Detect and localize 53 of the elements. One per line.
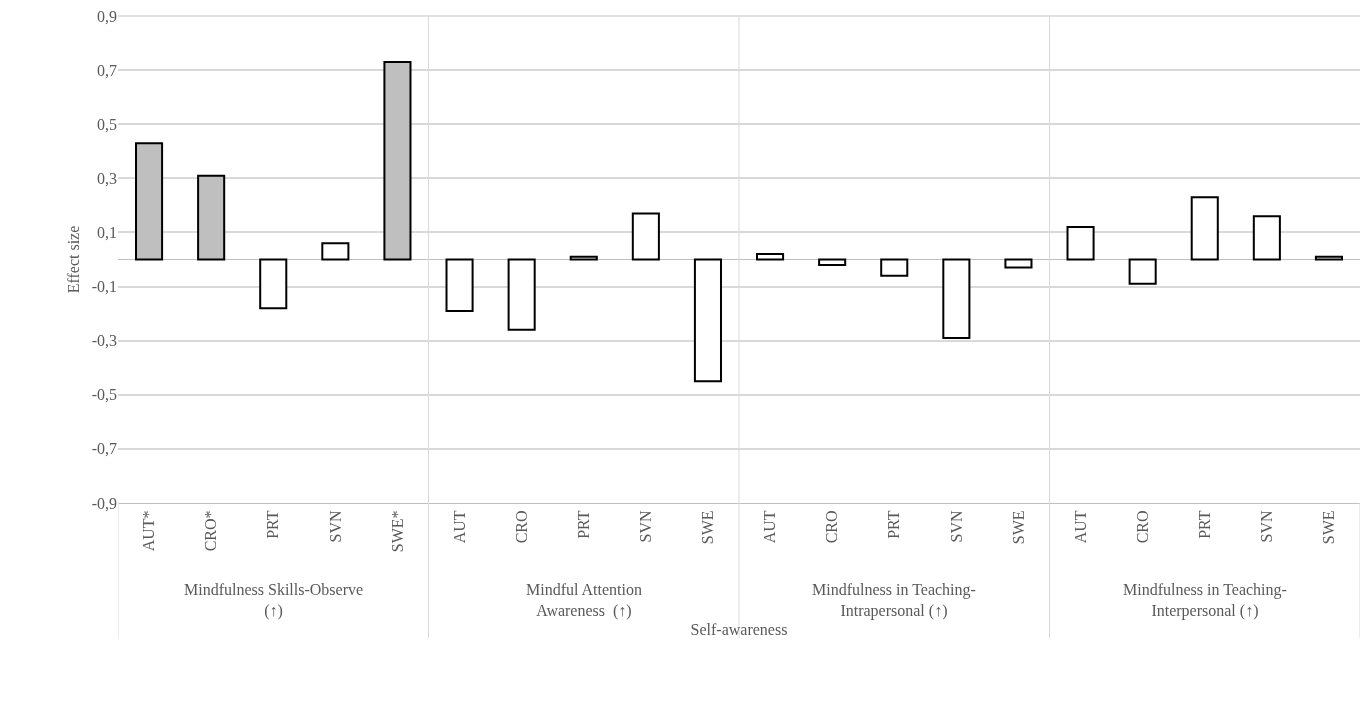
y-axis-title: Effect size bbox=[64, 225, 82, 294]
x-tick-label: SWE bbox=[1320, 510, 1338, 545]
bar bbox=[818, 258, 847, 266]
y-tick-label: -0,3 bbox=[91, 332, 117, 350]
x-tick-label: PRT bbox=[574, 510, 592, 539]
x-tick-label: PRT bbox=[1195, 510, 1213, 539]
y-tick-label: -0,5 bbox=[91, 386, 117, 404]
bar bbox=[880, 258, 909, 277]
bar bbox=[631, 212, 660, 261]
text: Mindful Attention Awareness (↑) bbox=[526, 581, 642, 620]
y-tick-label: -0,7 bbox=[91, 440, 117, 458]
x-tick-label: CRO* bbox=[202, 510, 220, 552]
x-tick-label: AUT bbox=[1071, 510, 1089, 544]
bar bbox=[507, 258, 536, 331]
bar bbox=[445, 258, 474, 312]
x-tick-label: SWE bbox=[699, 510, 717, 545]
bar bbox=[569, 255, 598, 261]
bar bbox=[1252, 215, 1281, 261]
x-tick-label: AUT bbox=[761, 510, 779, 544]
x-tick-label: AUT* bbox=[140, 510, 158, 552]
bar bbox=[1128, 258, 1157, 285]
y-tick-label: -0,1 bbox=[91, 278, 117, 296]
x-tick-label: CRO bbox=[1133, 510, 1151, 544]
text: Mindfulness Skills-Observe (↑) bbox=[184, 581, 364, 620]
x-axis-title: Self-awareness bbox=[690, 620, 788, 638]
text: Mindfulness in Teaching- Interpersonal (↑) bbox=[1123, 581, 1287, 620]
bar bbox=[1066, 226, 1095, 261]
x-tick-label: SVN bbox=[1258, 509, 1276, 543]
x-tick-label: SWE* bbox=[388, 510, 406, 553]
y-tick-label: 0,5 bbox=[97, 115, 117, 133]
x-tick-label: PRT bbox=[264, 510, 282, 539]
x-tick-label: SVN bbox=[947, 509, 965, 543]
x-tick-label: CRO bbox=[512, 510, 530, 544]
bar bbox=[942, 258, 971, 339]
bar bbox=[259, 258, 288, 310]
x-tick-label: AUT bbox=[450, 510, 468, 544]
x-tick-label: SVN bbox=[637, 509, 655, 543]
x-tick-label: SVN bbox=[326, 509, 344, 543]
x-tick-label: CRO bbox=[823, 510, 841, 544]
y-tick-label: -0,9 bbox=[91, 494, 117, 512]
bar bbox=[693, 258, 722, 383]
x-tick-label: SWE bbox=[1009, 510, 1027, 545]
bar bbox=[321, 242, 350, 261]
bar bbox=[1004, 258, 1033, 269]
y-tick-label: 0,3 bbox=[97, 169, 117, 187]
bar bbox=[756, 253, 785, 261]
y-tick-label: 0,7 bbox=[97, 61, 117, 79]
bar bbox=[1314, 255, 1343, 261]
bar bbox=[1190, 196, 1219, 261]
x-tick-label: PRT bbox=[885, 510, 903, 539]
text: Mindfulness in Teaching- Intrapersonal (↑) bbox=[812, 581, 976, 620]
y-tick-label: 0,1 bbox=[97, 224, 117, 242]
y-tick-label: 0,9 bbox=[97, 7, 117, 25]
